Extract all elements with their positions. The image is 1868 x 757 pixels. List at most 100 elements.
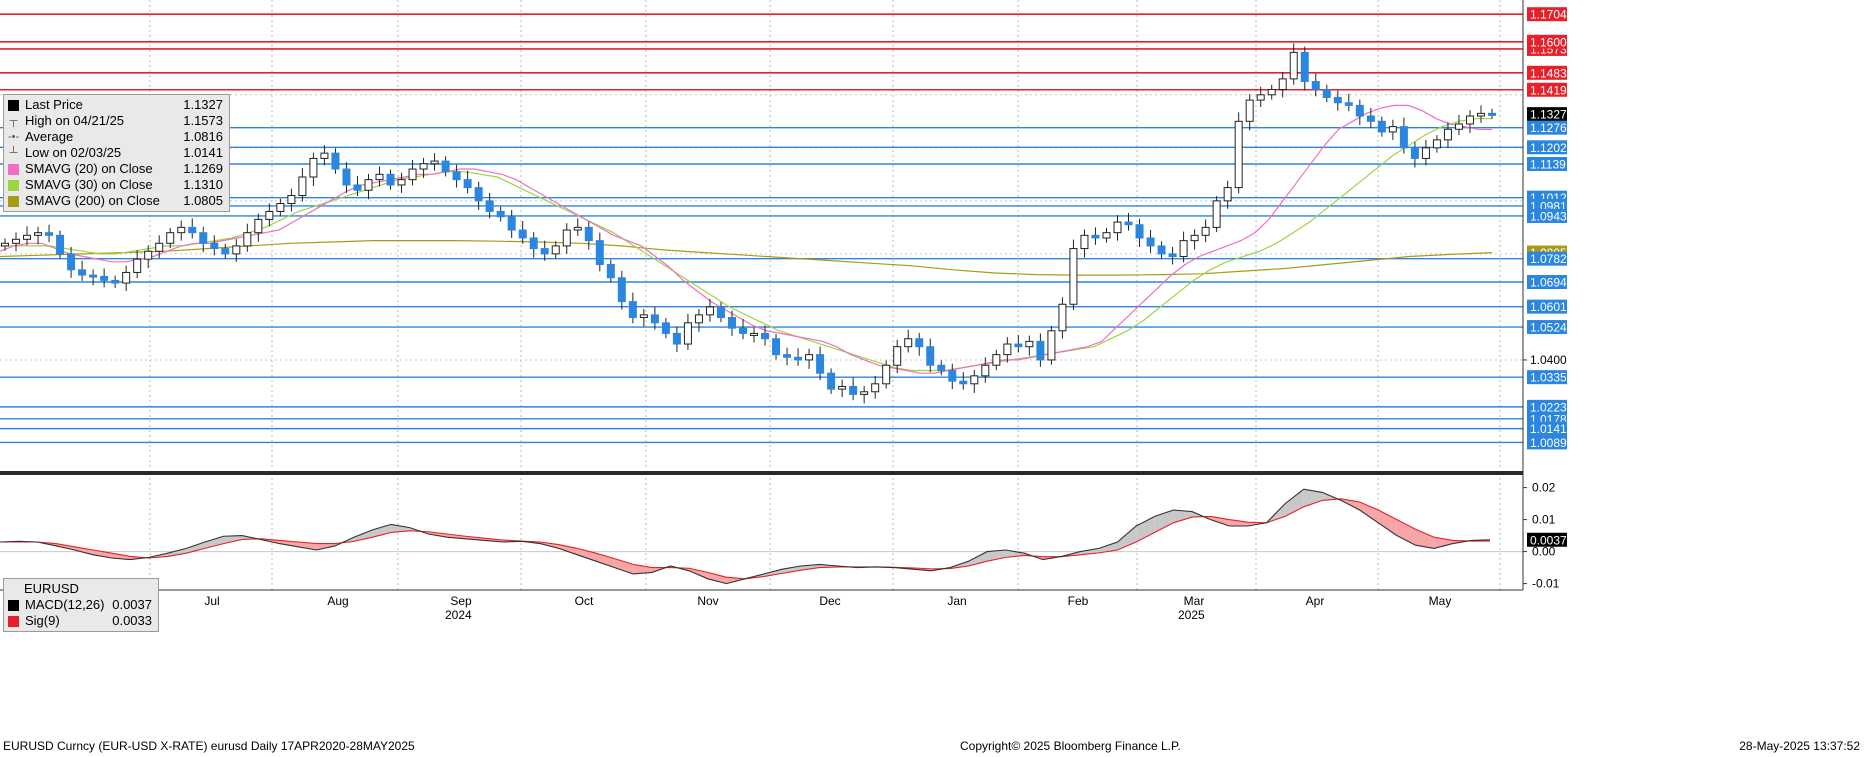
macd-fill: [987, 550, 1006, 562]
macd-legend-row: MACD(12,26) 0.0037: [4, 597, 158, 613]
price-label: 1.0223: [1530, 400, 1567, 414]
level-lines: [0, 13, 1523, 444]
price-label-box: [1527, 157, 1567, 172]
candle-body: [1036, 340, 1045, 361]
candle-body: [783, 354, 792, 358]
candle-body: [882, 364, 891, 385]
price-label: 1.1600: [1530, 35, 1567, 49]
candle-body: [1234, 120, 1243, 189]
x-tick-label: Jul: [204, 594, 219, 608]
macd-fill: [1378, 510, 1397, 536]
macd-legend: EURUSD MACD(12,26) 0.0037 Sig(9) 0.0033: [3, 578, 159, 632]
candle-body: [893, 346, 902, 366]
candle-body: [992, 354, 1001, 366]
candle-body: [507, 216, 516, 231]
candle-body: [750, 332, 759, 336]
candle-body: [122, 271, 131, 284]
price-label: 1.1483: [1530, 66, 1567, 80]
candle-body: [419, 163, 428, 170]
candle-body: [1069, 248, 1078, 305]
macd-fill: [1173, 510, 1192, 523]
candle-body: [1003, 343, 1012, 356]
candle-body: [331, 152, 340, 170]
macd-y-tick-label: 0.01: [1532, 513, 1556, 527]
legend-label: Average: [25, 129, 74, 144]
candle-body: [1058, 303, 1067, 332]
legend-swatch: [8, 195, 19, 207]
candle-body: [1113, 221, 1122, 234]
x-tick-label: Dec: [819, 594, 840, 608]
macd-fill: [1098, 542, 1118, 553]
candle-body: [177, 226, 186, 234]
macd-fill: [968, 551, 988, 566]
candle-body: [1025, 340, 1034, 348]
x-tick-label: Mar: [1184, 594, 1205, 608]
macd-fill: [1285, 489, 1304, 517]
macd-line: [0, 488, 1491, 585]
candle-body: [1135, 224, 1144, 239]
candle-body: [78, 269, 87, 276]
price-label-box: [1527, 435, 1567, 450]
candle-body: [584, 226, 593, 242]
price-label-box: [1527, 208, 1567, 223]
price-label-box: [1527, 7, 1567, 22]
price-label: 1.0694: [1530, 275, 1567, 289]
candle-body: [639, 314, 648, 319]
candle-body: [1212, 200, 1221, 228]
price-label-box: [1527, 274, 1567, 289]
y-tick-label: 1.0400: [1530, 353, 1567, 367]
candle-body: [1, 242, 9, 247]
candle-body: [617, 277, 626, 303]
macd-legend-label: MACD(12,26): [25, 597, 105, 612]
price-label-box: [1527, 399, 1567, 414]
candle-body: [1256, 94, 1265, 101]
candle-body: [1278, 78, 1287, 90]
price-label-box: [1527, 251, 1567, 266]
price-label: 1.0089: [1530, 436, 1567, 450]
macd-value-label: 0.0037: [1530, 533, 1567, 547]
macd-fill: [1415, 529, 1435, 549]
candle-body: [1014, 343, 1023, 348]
legend-value: 1.1310: [183, 177, 223, 192]
candle-body: [144, 250, 153, 260]
candle-body: [661, 322, 670, 334]
candle-body: [926, 346, 935, 366]
macd-fill: [614, 558, 634, 574]
legend-swatch: [8, 99, 19, 111]
candle-body: [353, 184, 362, 191]
macd-fill: [74, 546, 94, 555]
candle-body: [364, 179, 373, 191]
candle-body: [1080, 234, 1089, 250]
axes: JunJulAugSepOctNovDecJanFebMarAprMay2024…: [0, 0, 1567, 622]
macd-fill: [558, 544, 578, 555]
macd-fill: [167, 548, 187, 557]
price-label: 1.1139: [1530, 158, 1566, 172]
candle-body: [408, 168, 417, 181]
candle-body: [254, 218, 263, 234]
price-label-box: [1527, 370, 1567, 385]
macd-fill: [596, 553, 615, 568]
legend-swatch: [8, 179, 19, 191]
candle-body: [1488, 112, 1496, 116]
candle-body: [1322, 88, 1331, 98]
legend-row: Last Price 1.1327: [4, 97, 229, 113]
candle-body: [199, 232, 208, 244]
candle-body: [320, 152, 329, 159]
macd-fill: [93, 550, 112, 558]
candle-body: [860, 391, 869, 395]
price-label: 1.1276: [1530, 121, 1567, 135]
candle-body: [12, 238, 21, 244]
price-candles: [1, 43, 1496, 404]
macd-legend-label: Sig(9): [25, 613, 60, 628]
sma200-line: [0, 240, 1493, 276]
candle-body: [243, 232, 252, 247]
candle-body: [1399, 126, 1408, 149]
macd-legend-title: EURUSD: [24, 581, 79, 596]
legend-label: High on 04/21/25: [25, 113, 125, 128]
price-label: 1.0943: [1530, 209, 1567, 223]
candle-body: [309, 157, 318, 178]
candle-body: [738, 327, 747, 334]
footer-center: Copyright© 2025 Bloomberg Finance L.P.: [960, 739, 1181, 753]
candle-body: [496, 210, 505, 218]
